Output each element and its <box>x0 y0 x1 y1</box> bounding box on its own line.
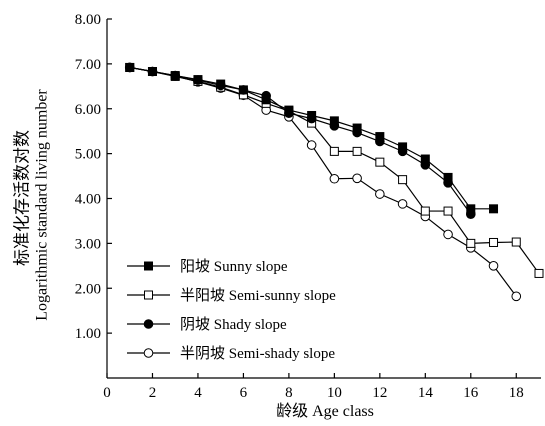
y-tick-label: 3.00 <box>75 236 101 252</box>
series-2-point <box>352 146 362 156</box>
legend-label: 阴坡 Shady slope <box>180 316 287 333</box>
series-1-point <box>193 75 203 85</box>
series-2-line <box>129 66 540 274</box>
series-1-point <box>216 79 226 89</box>
series-2-point <box>511 237 521 247</box>
x-tick-label: 18 <box>509 385 524 401</box>
series-1-point <box>170 71 180 81</box>
series-1-point <box>329 116 339 126</box>
series-1-point <box>443 172 453 182</box>
y-tick-label: 8.00 <box>75 12 101 28</box>
series-4-point <box>511 291 522 302</box>
series-1-line <box>129 66 494 210</box>
legend-marker <box>143 348 154 358</box>
series-4-point <box>488 261 499 271</box>
x-tick-label: 8 <box>285 385 293 401</box>
series-2-point <box>398 175 408 185</box>
series-2-point <box>420 206 430 216</box>
y-tick-label: 2.00 <box>75 281 101 297</box>
axes: 1.00 2.00 3.00 4.00 5.00 6.00 7.00 8.00 0 2 4 6 8 10 1… <box>75 12 541 401</box>
legend-entry-1: 阳坡 Sunny slope <box>127 258 288 275</box>
series-markers <box>124 62 544 302</box>
series-2-point <box>443 206 453 216</box>
legend: 阳坡 Sunny slope 半阳坡 Semi-sunny slope 阴坡 Sha… <box>127 258 336 362</box>
legend-entry-2: 半阳坡 Semi-sunny slope <box>127 287 336 304</box>
series-4-point <box>329 173 340 184</box>
series-1-point <box>147 67 157 77</box>
x-tick-label: 4 <box>194 385 202 401</box>
legend-entry-4: 半阴坡 Semi-shady slope <box>127 345 335 362</box>
series-4-point <box>352 173 362 184</box>
series-2-point <box>329 146 339 156</box>
series-2-point <box>466 238 476 248</box>
y-axis-title-english: Logarithmic standard living number <box>34 89 51 321</box>
series-1-point <box>398 142 408 152</box>
series-2-point <box>489 237 499 247</box>
series-4-point <box>306 140 317 150</box>
series-1-point <box>238 85 248 95</box>
y-tick-label: 1.00 <box>75 326 101 342</box>
y-tick-label: 7.00 <box>75 57 101 73</box>
y-tick-label: 5.00 <box>75 147 101 163</box>
series-1-point <box>489 204 499 214</box>
legend-label: 半阳坡 Semi-sunny slope <box>180 287 336 304</box>
x-tick-label: 12 <box>372 385 387 401</box>
series-4-point <box>375 189 385 199</box>
series-1-point <box>261 95 271 105</box>
series-4-point <box>443 229 453 240</box>
series-1-point <box>125 62 135 72</box>
legend-marker <box>144 290 153 300</box>
x-axis-title: 龄级 Age class <box>276 402 374 420</box>
legend-marker <box>144 261 153 271</box>
y-tick-label: 6.00 <box>75 102 101 118</box>
series-1-point <box>284 105 294 115</box>
x-tick-label: 6 <box>240 385 248 401</box>
legend-label: 阳坡 Sunny slope <box>180 258 288 275</box>
series-1-point <box>375 132 385 142</box>
series-2-point <box>375 157 385 167</box>
series-3-line <box>129 66 472 215</box>
legend-entry-3: 阴坡 Shady slope <box>127 316 287 333</box>
series-1-point <box>352 123 362 133</box>
x-tick-label: 16 <box>463 385 479 401</box>
x-tick-label: 2 <box>149 385 157 401</box>
x-tick-label: 14 <box>418 385 434 401</box>
series-2-point <box>534 268 544 278</box>
series-1-point <box>420 154 430 164</box>
x-tick-label: 0 <box>103 385 111 401</box>
x-tick-label: 10 <box>327 385 342 401</box>
y-tick-label: 4.00 <box>75 192 101 208</box>
series-1-point <box>466 204 476 214</box>
series-4-point <box>397 199 408 209</box>
series-1-point <box>307 110 317 120</box>
legend-marker <box>143 319 154 329</box>
legend-label: 半阴坡 Semi-shady slope <box>180 345 335 362</box>
y-axis-title-chinese: 标准化存活数对数 <box>13 130 32 266</box>
